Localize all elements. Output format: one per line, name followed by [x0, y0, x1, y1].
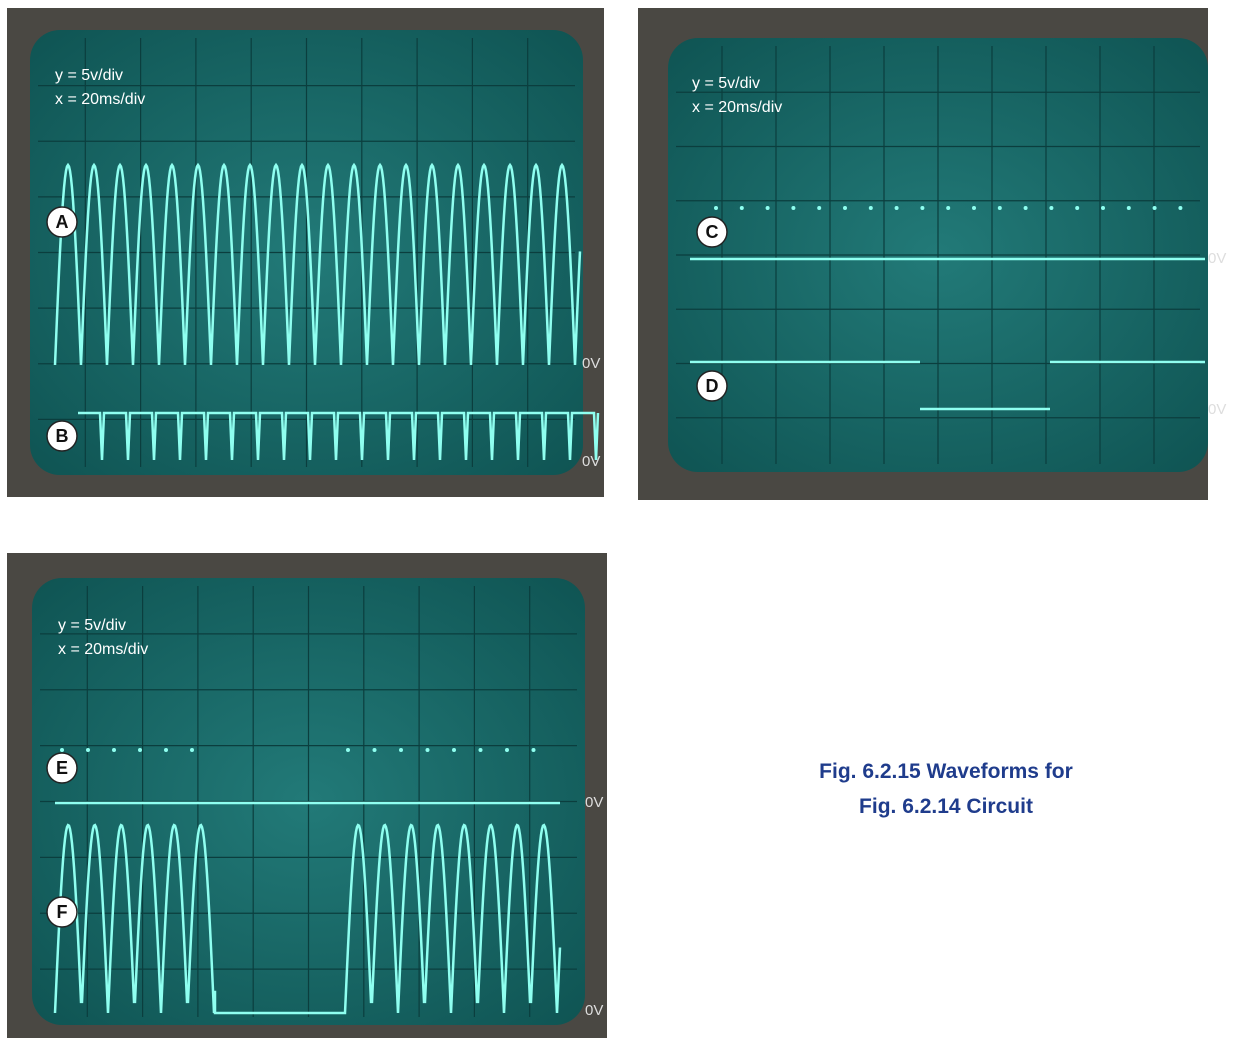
trace-label: E — [56, 758, 68, 778]
dot — [740, 206, 744, 210]
dot — [1178, 206, 1182, 210]
zero-label: 0V — [585, 794, 603, 811]
dot — [843, 206, 847, 210]
figure: y = 5v/div x = 20ms/div A B 0V 0V y = 5v… — [0, 0, 1237, 1041]
dot — [86, 748, 90, 752]
dot — [920, 206, 924, 210]
dot — [998, 206, 1002, 210]
frames — [7, 8, 1208, 1038]
dot — [791, 206, 795, 210]
scale-x: x = 20ms/div — [58, 641, 148, 658]
zero-label: 0V — [1208, 401, 1226, 418]
dot — [766, 206, 770, 210]
dot — [190, 748, 194, 752]
dot — [452, 748, 456, 752]
page: y = 5v/div x = 20ms/div A B 0V 0V y = 5v… — [0, 0, 1237, 1041]
dot — [426, 748, 430, 752]
dot — [479, 748, 483, 752]
trace-label: C — [706, 222, 719, 242]
caption: Fig. 6.2.14 Circuit — [859, 795, 1033, 818]
dot — [1101, 206, 1105, 210]
dot — [505, 748, 509, 752]
zero-label: 0V — [582, 453, 600, 470]
scale-x: x = 20ms/div — [692, 99, 782, 116]
scale-x: x = 20ms/div — [55, 91, 145, 108]
dot — [112, 748, 116, 752]
dot — [817, 206, 821, 210]
dot — [1127, 206, 1131, 210]
zero-label: 0V — [1208, 250, 1226, 267]
dot — [60, 748, 64, 752]
zero-label: 0V — [582, 355, 600, 372]
caption: Fig. 6.2.15 Waveforms for — [819, 760, 1073, 783]
scale-y: y = 5v/div — [55, 67, 123, 84]
dot — [138, 748, 142, 752]
scale-y: y = 5v/div — [692, 75, 760, 92]
zero-label: 0V — [585, 1002, 603, 1019]
trace-label: D — [706, 376, 719, 396]
dot — [1075, 206, 1079, 210]
dot — [373, 748, 377, 752]
trace-label: F — [57, 902, 68, 922]
dot — [346, 748, 350, 752]
scale-y: y = 5v/div — [58, 617, 126, 634]
dot — [1153, 206, 1157, 210]
dot — [532, 748, 536, 752]
dot — [895, 206, 899, 210]
dot — [399, 748, 403, 752]
dot — [1049, 206, 1053, 210]
dot — [1024, 206, 1028, 210]
trace-label: B — [56, 426, 69, 446]
trace-label: A — [56, 212, 69, 232]
dot — [164, 748, 168, 752]
dot — [946, 206, 950, 210]
dot — [714, 206, 718, 210]
dot — [869, 206, 873, 210]
dot — [972, 206, 976, 210]
